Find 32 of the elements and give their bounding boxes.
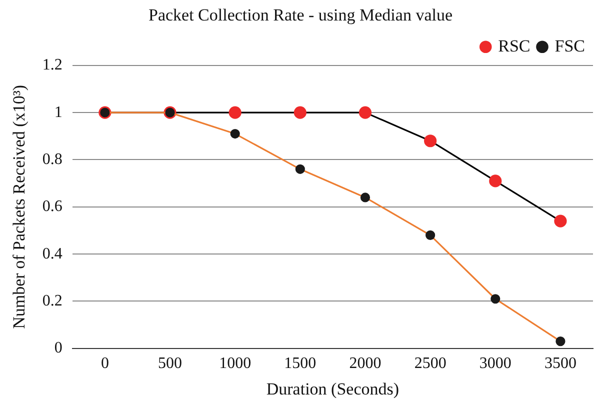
x-tick-label: 3000 xyxy=(479,355,512,372)
x-tick-label: 3500 xyxy=(544,355,576,372)
point xyxy=(556,336,566,346)
point xyxy=(360,192,370,202)
legend-label: FSC xyxy=(554,36,585,56)
y-tick-label: 1 xyxy=(54,104,62,121)
x-tick-label: 1500 xyxy=(284,355,316,372)
y-tick-label: 0.2 xyxy=(42,292,62,310)
point xyxy=(489,174,502,188)
point xyxy=(426,230,436,240)
point xyxy=(554,214,567,228)
x-axis-title: Duration (Seconds) xyxy=(266,379,400,398)
y-tick-label: 0.6 xyxy=(42,198,62,216)
point xyxy=(294,106,306,119)
chart-title: Packet Collection Rate - using Median value xyxy=(148,6,453,25)
x-tick-label: 2000 xyxy=(349,355,382,372)
point xyxy=(358,106,372,119)
x-tick-label: 500 xyxy=(158,355,182,372)
y-tick-label: 1.2 xyxy=(42,56,62,74)
x-tick-label: 0 xyxy=(100,355,109,372)
point xyxy=(424,134,437,148)
x-tick-label: 2500 xyxy=(414,355,446,372)
y-tick-label: 0.4 xyxy=(42,245,62,262)
point xyxy=(228,106,242,119)
y-axis-title: Number of Packets Received (x10³) xyxy=(10,84,29,329)
point xyxy=(295,164,305,174)
point xyxy=(490,294,500,304)
y-tick-label: 0 xyxy=(54,340,62,357)
y-tick-label: 0.8 xyxy=(42,150,62,168)
point xyxy=(230,128,240,139)
x-tick-label: 1000 xyxy=(219,355,252,372)
legend-label: RSC xyxy=(498,36,530,56)
